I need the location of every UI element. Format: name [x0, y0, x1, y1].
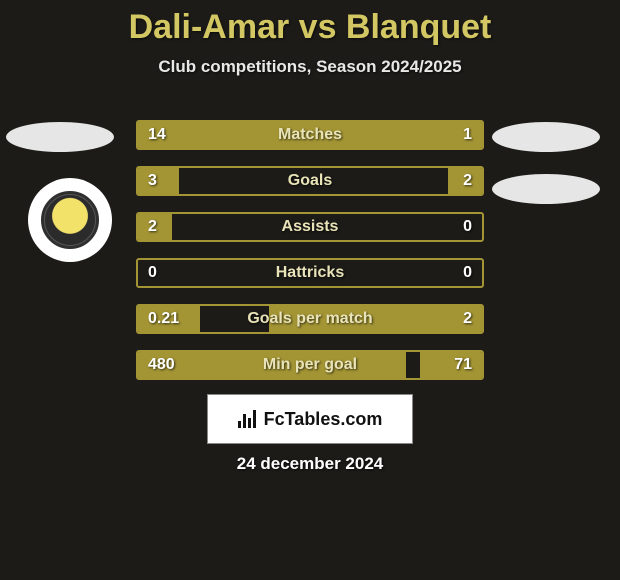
site-badge[interactable]: FcTables.com	[207, 394, 413, 444]
player-badge-right-2	[492, 174, 600, 204]
stat-value-right: 0	[463, 260, 472, 286]
player-badge-left	[6, 122, 114, 152]
stat-value-right: 2	[463, 306, 472, 332]
stat-label: Min per goal	[138, 352, 482, 378]
page-title: Dali-Amar vs Blanquet	[0, 0, 620, 47]
bars-icon	[238, 410, 258, 428]
club-logo-left	[28, 178, 112, 262]
stat-row: 0 Hattricks 0	[136, 258, 484, 288]
stat-label: Matches	[138, 122, 482, 148]
stat-value-right: 0	[463, 214, 472, 240]
stat-label: Hattricks	[138, 260, 482, 286]
site-label: FcTables.com	[264, 409, 383, 430]
stat-value-right: 1	[463, 122, 472, 148]
player-badge-right-1	[492, 122, 600, 152]
club-crest-icon	[41, 191, 99, 249]
season-subtitle: Club competitions, Season 2024/2025	[0, 57, 620, 77]
stat-label: Goals	[138, 168, 482, 194]
stat-value-right: 2	[463, 168, 472, 194]
stat-row: 0.21 Goals per match 2	[136, 304, 484, 334]
stat-label: Goals per match	[138, 306, 482, 332]
date-label: 24 december 2024	[0, 454, 620, 474]
stats-container: 14 Matches 1 3 Goals 2 2 Assists 0 0 Hat…	[136, 120, 484, 396]
stat-value-right: 71	[454, 352, 472, 378]
stat-row: 3 Goals 2	[136, 166, 484, 196]
stat-row: 2 Assists 0	[136, 212, 484, 242]
stat-row: 14 Matches 1	[136, 120, 484, 150]
stat-row: 480 Min per goal 71	[136, 350, 484, 380]
stat-label: Assists	[138, 214, 482, 240]
